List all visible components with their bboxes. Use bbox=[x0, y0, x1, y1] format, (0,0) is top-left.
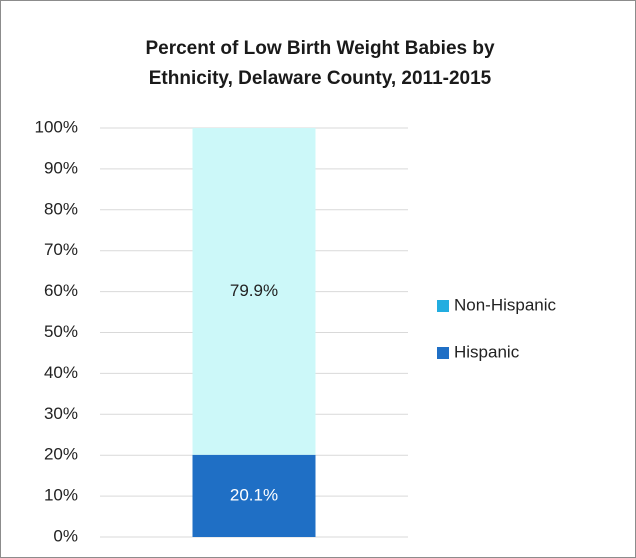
y-tick-label: 30% bbox=[44, 404, 78, 423]
y-tick-label: 50% bbox=[44, 322, 78, 341]
y-tick-label: 70% bbox=[44, 240, 78, 259]
y-tick-label: 0% bbox=[53, 526, 78, 545]
y-tick-label: 10% bbox=[44, 486, 78, 505]
bar-segment bbox=[192, 454, 316, 537]
data-label: 79.9% bbox=[230, 281, 278, 300]
y-tick-label: 80% bbox=[44, 199, 78, 218]
y-tick-label: 100% bbox=[35, 117, 78, 136]
legend-swatch bbox=[437, 300, 449, 312]
legend-swatch bbox=[437, 347, 449, 359]
legend-label: Non-Hispanic bbox=[454, 295, 557, 314]
y-tick-label: 20% bbox=[44, 445, 78, 464]
data-label: 20.1% bbox=[230, 485, 278, 504]
y-tick-label: 60% bbox=[44, 281, 78, 300]
chart-title: Percent of Low Birth Weight Babies by Et… bbox=[145, 38, 495, 89]
y-tick-label: 40% bbox=[44, 363, 78, 382]
y-tick-label: 90% bbox=[44, 158, 78, 177]
bar-segment bbox=[192, 128, 316, 455]
legend-label: Hispanic bbox=[454, 342, 520, 361]
